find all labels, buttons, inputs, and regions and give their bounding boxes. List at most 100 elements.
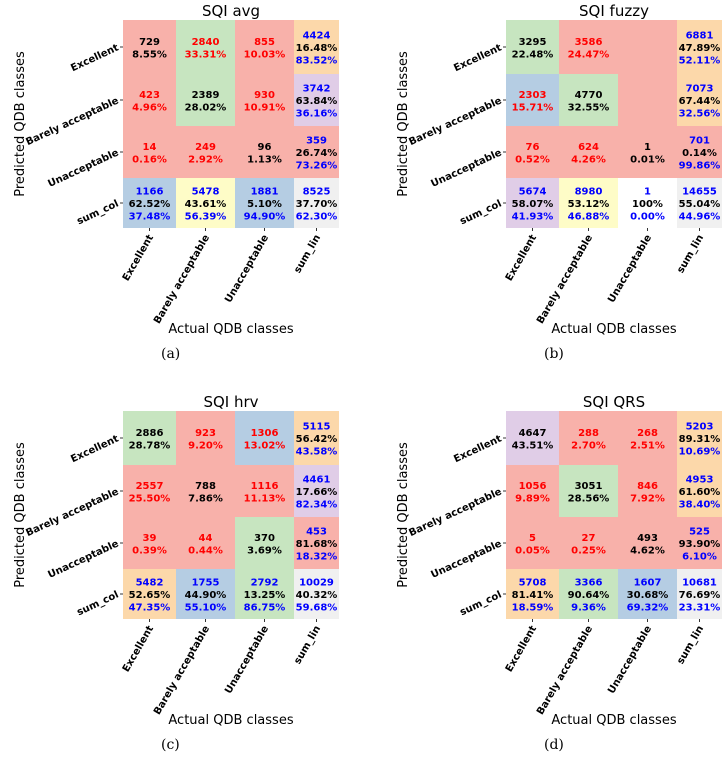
matrix-cell [618,178,677,228]
cell-value: 62.30% [296,212,338,223]
x-axis-label: Actual QDB classes [168,322,293,337]
matrix-cell [235,20,294,74]
cell-value: 41.93% [512,212,554,223]
cell-value: 32.56% [679,109,721,120]
cell-value: 4770 [575,90,603,101]
cell-value: 100% [632,199,663,210]
cell-value: 2557 [136,481,164,492]
matrix-cell [294,74,339,126]
caption-a: (a) [161,346,181,362]
row-tick-label: Excellent [452,42,504,74]
matrix-cell [506,74,559,126]
cell-value: 7073 [686,84,714,95]
matrix-cell [506,411,559,465]
cell-value: 52.11% [679,56,721,67]
y-axis-label: Predicted QDB classes [13,51,28,197]
matrix-cell [677,411,722,465]
cell-value: 10681 [682,578,717,589]
cell-value: 7.86% [188,493,223,504]
confusion-matrix-3: SQI hrv288628.78%9239.20%130613.02%51155… [13,393,339,728]
cell-value: 73.26% [296,161,338,172]
cell-value: 17.66% [296,487,338,498]
matrix-cell [559,178,618,228]
row-tick-label: sum_col [458,589,503,618]
matrix-cell [176,20,235,74]
col-tick-label: Barely acceptable [535,233,595,326]
row-tick-label: Barely acceptable [407,95,503,148]
matrix-cell [618,411,677,465]
cell-value: 27 [582,533,596,544]
cell-value: 13.02% [244,440,286,451]
cell-value: 16.48% [296,43,338,54]
cell-value: 0.44% [188,545,223,556]
x-axis-label: Actual QDB classes [551,322,676,337]
cell-value: 43.58% [296,447,338,458]
cell-value: 46.88% [568,212,610,223]
cell-value: 3.69% [247,545,282,556]
cell-value: 0.25% [571,545,606,556]
cell-value: 4647 [519,428,547,439]
cell-value: 6881 [686,31,714,42]
matrix-cell [294,517,339,569]
matrix-cell [677,465,722,517]
cell-value: 923 [195,428,216,439]
cell-value: 43.61% [185,199,227,210]
cell-value: 1.13% [247,154,282,165]
matrix-cell [677,569,722,619]
cell-value: 18.59% [512,603,554,614]
matrix-cell [123,126,176,178]
cell-value: 855 [254,37,275,48]
cell-value: 39 [143,533,157,544]
cell-value: 83.52% [296,56,338,67]
cell-value: 5 [529,533,536,544]
matrix-cell [506,20,559,74]
row-tick-label: Barely acceptable [407,486,503,539]
cell-value: 9.89% [515,493,550,504]
cell-value: 9.36% [571,603,606,614]
cell-value: 1 [644,142,651,153]
cell-value: 493 [637,533,658,544]
matrix-cell [618,74,677,126]
col-tick-label: Excellent [121,233,156,283]
row-tick-label: Unacceptable [429,538,503,580]
matrix-cell [235,411,294,465]
matrix-cell [559,126,618,178]
matrix-cell [176,465,235,517]
cell-value: 701 [689,136,710,147]
y-axis-label: Predicted QDB classes [396,442,411,588]
cell-value: 2.92% [188,154,223,165]
matrix-cell [677,126,722,178]
cell-value: 94.90% [244,212,286,223]
cell-value: 788 [195,481,216,492]
cell-value: 30.68% [627,590,669,601]
cell-value: 44 [199,533,213,544]
cell-value: 1166 [136,187,164,198]
col-tick-label: Unacceptable [223,624,271,696]
row-tick-label: Excellent [69,433,121,465]
cell-value: 3295 [519,37,547,48]
cell-value: 28.78% [129,440,171,451]
cell-value: 28.02% [185,102,227,113]
cell-value: 0.14% [682,148,717,159]
y-axis-label: Predicted QDB classes [13,442,28,588]
panel-title: SQI avg [202,2,260,20]
cell-value: 624 [578,142,599,153]
cell-value: 9.20% [188,440,223,451]
cell-value: 0.01% [630,154,665,165]
cell-value: 2303 [519,90,547,101]
row-tick-label: Unacceptable [429,147,503,189]
matrix-cell [176,517,235,569]
cell-value: 453 [306,527,327,538]
cell-value: 2389 [192,90,220,101]
cell-value: 22.48% [512,49,554,60]
cell-value: 86.75% [244,603,286,614]
matrix-cell [506,517,559,569]
cell-value: 44.96% [679,212,721,223]
cell-value: 33.31% [185,49,227,60]
col-tick-label: sum_lin [292,624,323,666]
cell-value: 4461 [303,475,331,486]
cell-value: 5674 [519,187,547,198]
caption-c: (c) [161,737,180,753]
matrix-cell [235,465,294,517]
